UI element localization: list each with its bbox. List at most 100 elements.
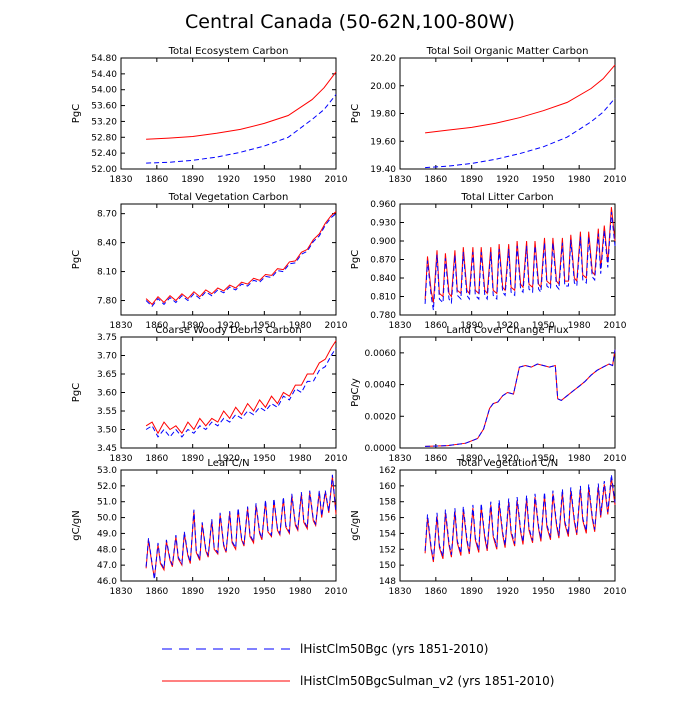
y-tick-label: 52.0 [97,482,117,492]
x-tick-label: 2010 [325,587,348,597]
series-line-0 [145,340,337,435]
plot-frame [399,57,616,170]
y-tick-label: 48.0 [97,545,117,555]
y-tick-label: 3.75 [97,333,117,343]
x-tick-label: 1890 [460,587,483,597]
y-tick-label: 3.45 [97,444,117,454]
x-tick-label: 2010 [325,175,348,185]
x-tick-label: 1950 [253,175,276,185]
y-tick-label: 50.0 [97,514,117,524]
panel-6: Leaf C/N gC/gN 1830 1860 1890 1920 1950 1980 201… [71,458,348,597]
x-tick-label: 1860 [145,454,168,464]
y-axis-label: PgC [71,250,82,269]
y-tick-label: 152 [379,545,396,555]
y-tick-label: 0.0020 [365,412,397,422]
plot-frame [399,469,616,582]
y-tick-label: 0.930 [370,219,396,229]
x-tick-label: 1950 [253,587,276,597]
y-tick-label: 53.0 [97,466,117,476]
y-tick-label: 52.00 [91,165,117,175]
y-tick-label: 3.50 [97,426,117,436]
x-tick-label: 1890 [181,454,204,464]
y-tick-label: 160 [379,482,396,492]
y-tick-label: 0.0040 [365,381,397,391]
x-tick-label: 1860 [145,175,168,185]
x-tick-label: 1890 [181,321,204,331]
y-tick-label: 0.840 [370,274,396,284]
x-tick-label: 2010 [325,454,348,464]
x-tick-label: 1860 [145,587,168,597]
y-axis-label: PgC [350,104,361,123]
panel-title: Land Cover Change Flux [446,325,568,336]
x-tick-label: 1980 [289,175,312,185]
x-tick-label: 2010 [604,175,627,185]
y-tick-label: 0.780 [370,311,396,321]
y-tick-label: 7.80 [97,297,117,307]
y-axis-label: gC/gN [71,510,82,541]
y-tick-label: 0.870 [370,256,396,266]
y-tick-label: 3.65 [97,370,117,380]
series-line-0 [145,211,337,306]
y-tick-label: 49.0 [97,529,117,539]
x-tick-label: 1950 [532,175,555,185]
legend-label-0: lHistClm50Bgc (yrs 1851-2010) [300,642,488,656]
legend: lHistClm50Bgc (yrs 1851-2010) lHistClm50… [162,642,554,688]
y-tick-label: 52.80 [91,133,117,143]
x-tick-label: 2010 [604,454,627,464]
x-tick-label: 1830 [389,454,412,464]
x-tick-label: 1890 [460,321,483,331]
panel-title: Coarse Woody Debris Carbon [155,325,301,336]
x-tick-label: 1980 [289,587,312,597]
series-line-1 [425,97,616,169]
x-tick-label: 1860 [424,454,447,464]
y-tick-label: 0.810 [370,293,396,303]
y-tick-label: 54.40 [91,70,117,80]
y-tick-label: 0.0060 [365,349,397,359]
y-tick-label: 3.55 [97,407,117,417]
x-tick-label: 1950 [253,454,276,464]
series-line-1 [424,211,616,311]
x-tick-label: 1950 [532,454,555,464]
x-tick-label: 1830 [110,587,133,597]
series-line-0 [425,349,616,447]
y-axis-label: gC/gN [350,510,361,541]
panel-title: Total Vegetation C/N [456,458,558,469]
x-tick-label: 1860 [424,321,447,331]
panel-title: Total Ecosystem Carbon [168,46,289,57]
x-tick-label: 2010 [325,321,348,331]
y-tick-label: 46.0 [97,577,117,587]
x-tick-label: 1830 [110,175,133,185]
y-tick-label: 0.0000 [365,444,397,454]
x-tick-label: 1980 [289,321,312,331]
x-tick-label: 1980 [568,321,591,331]
y-tick-label: 8.40 [97,239,117,249]
y-tick-label: 20.00 [370,82,396,92]
x-tick-label: 1920 [217,454,240,464]
y-tick-label: 19.80 [370,110,396,120]
x-tick-label: 1980 [568,587,591,597]
y-axis-label: PgC [71,104,82,123]
panels: Total Ecosystem Carbon PgC 1830 1860 1890 192… [71,46,627,597]
y-tick-label: 54.80 [91,54,117,64]
y-tick-label: 54.00 [91,86,117,96]
x-tick-label: 1920 [496,175,519,185]
x-tick-label: 2010 [604,587,627,597]
x-tick-label: 1860 [145,321,168,331]
x-tick-label: 1950 [532,587,555,597]
series-line-0 [424,207,616,303]
y-tick-label: 162 [379,466,396,476]
series-line-0 [145,476,337,578]
x-tick-label: 1950 [253,321,276,331]
x-tick-label: 1890 [460,175,483,185]
plot-frame [120,336,337,449]
y-tick-label: 8.70 [97,210,117,220]
x-tick-label: 1920 [217,175,240,185]
y-tick-label: 158 [379,498,396,508]
x-tick-label: 1980 [568,175,591,185]
x-tick-label: 1830 [110,454,133,464]
series-line-1 [145,347,337,438]
x-tick-label: 1860 [424,587,447,597]
series-line-1 [145,213,337,308]
